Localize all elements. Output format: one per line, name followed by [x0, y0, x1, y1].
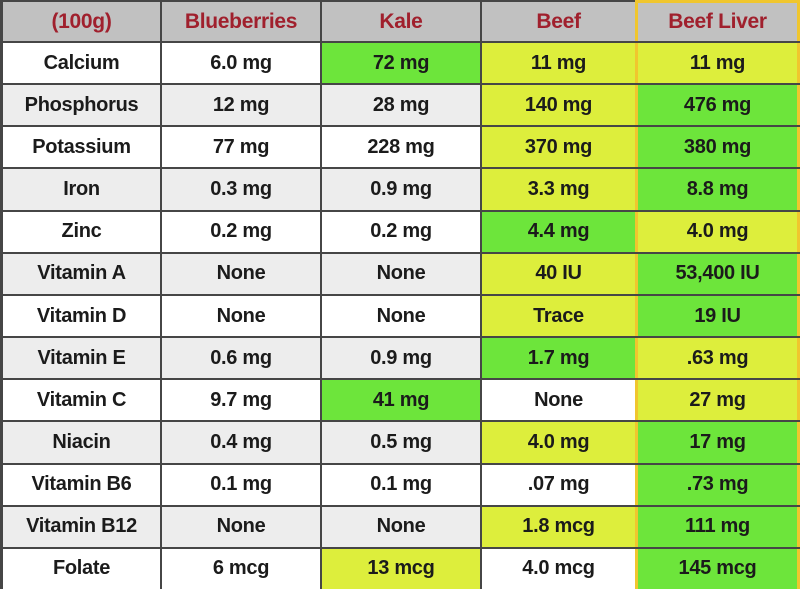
table-row-niacin: Niacin 0.4 mg 0.5 mg 4.0 mg 17 mg: [3, 420, 800, 463]
table-row-potassium: Potassium 77 mg 228 mg 370 mg 380 mg: [3, 125, 800, 168]
cell-vitamin-c-beef: None: [480, 380, 635, 421]
cell-vitamin-b6-kale: 0.1 mg: [320, 464, 480, 505]
cell-folate-beef: 4.0 mcg: [480, 548, 635, 589]
cell-iron-blueberries: 0.3 mg: [160, 169, 320, 210]
cell-iron-beef: 3.3 mg: [480, 169, 635, 210]
cell-vitamin-a-beef-liver: 53,400 IU: [635, 253, 800, 294]
table-row-phosphorus: Phosphorus 12 mg 28 mg 140 mg 476 mg: [3, 83, 800, 126]
cell-potassium-beef: 370 mg: [480, 127, 635, 168]
cell-phosphorus-blueberries: 12 mg: [160, 85, 320, 126]
cell-vitamin-c-beef-liver: 27 mg: [635, 380, 800, 421]
cell-niacin-beef: 4.0 mg: [480, 422, 635, 463]
cell-niacin-blueberries: 0.4 mg: [160, 422, 320, 463]
cell-vitamin-d-kale: None: [320, 295, 480, 337]
cell-vitamin-b6-beef-liver: .73 mg: [635, 464, 800, 505]
table-row-vitamin-d: Vitamin D None None Trace 19 IU: [3, 293, 800, 337]
cell-phosphorus-kale: 28 mg: [320, 85, 480, 126]
row-label-folate: Folate: [3, 548, 160, 589]
cell-vitamin-b6-beef: .07 mg: [480, 464, 635, 505]
row-label-vitamin-a: Vitamin A: [3, 253, 160, 294]
table-row-vitamin-c: Vitamin C 9.7 mg 41 mg None 27 mg: [3, 378, 800, 421]
table-row-vitamin-e: Vitamin E 0.6 mg 0.9 mg 1.7 mg .63 mg: [3, 336, 800, 379]
column-header-blueberries: Blueberries: [160, 0, 320, 41]
cell-vitamin-a-beef: 40 IU: [480, 253, 635, 294]
cell-vitamin-e-blueberries: 0.6 mg: [160, 338, 320, 379]
table-row-calcium: Calcium 6.0 mg 72 mg 11 mg 11 mg: [3, 41, 800, 84]
cell-potassium-blueberries: 77 mg: [160, 127, 320, 168]
table-row-vitamin-a: Vitamin A None None 40 IU 53,400 IU: [3, 251, 800, 294]
cell-zinc-kale: 0.2 mg: [320, 211, 480, 252]
row-label-vitamin-b6: Vitamin B6: [3, 464, 160, 505]
row-label-niacin: Niacin: [3, 422, 160, 463]
cell-vitamin-e-beef: 1.7 mg: [480, 338, 635, 379]
cell-vitamin-b12-kale: None: [320, 506, 480, 547]
cell-vitamin-d-beef: Trace: [480, 295, 635, 337]
table-row-zinc: Zinc 0.2 mg 0.2 mg 4.4 mg 4.0 mg: [3, 209, 800, 252]
row-label-vitamin-b12: Vitamin B12: [3, 506, 160, 547]
row-label-iron: Iron: [3, 169, 160, 210]
cell-niacin-beef-liver: 17 mg: [635, 422, 800, 463]
cell-phosphorus-beef: 140 mg: [480, 85, 635, 126]
cell-iron-beef-liver: 8.8 mg: [635, 169, 800, 210]
row-label-vitamin-d: Vitamin D: [3, 295, 160, 337]
table-row-vitamin-b6: Vitamin B6 0.1 mg 0.1 mg .07 mg .73 mg: [3, 462, 800, 505]
cell-vitamin-a-blueberries: None: [160, 253, 320, 294]
cell-phosphorus-beef-liver: 476 mg: [635, 85, 800, 126]
row-label-vitamin-c: Vitamin C: [3, 380, 160, 421]
cell-calcium-blueberries: 6.0 mg: [160, 43, 320, 84]
cell-iron-kale: 0.9 mg: [320, 169, 480, 210]
cell-folate-kale: 13 mcg: [320, 548, 480, 589]
cell-vitamin-d-beef-liver: 19 IU: [635, 295, 800, 337]
cell-vitamin-b12-beef: 1.8 mcg: [480, 506, 635, 547]
row-label-vitamin-e: Vitamin E: [3, 338, 160, 379]
cell-vitamin-b12-blueberries: None: [160, 506, 320, 547]
column-header-beef: Beef: [480, 0, 635, 41]
row-label-calcium: Calcium: [3, 43, 160, 84]
column-header-100g: (100g): [3, 0, 160, 41]
cell-zinc-beef: 4.4 mg: [480, 211, 635, 252]
cell-vitamin-a-kale: None: [320, 253, 480, 294]
cell-niacin-kale: 0.5 mg: [320, 422, 480, 463]
table-header-row: (100g) Blueberries Kale Beef Beef Liver: [3, 0, 800, 41]
cell-vitamin-e-kale: 0.9 mg: [320, 338, 480, 379]
cell-calcium-beef-liver: 11 mg: [635, 43, 800, 84]
cell-vitamin-b12-beef-liver: 111 mg: [635, 506, 800, 547]
column-header-beef-liver: Beef Liver: [635, 0, 800, 41]
column-header-kale: Kale: [320, 0, 480, 41]
cell-vitamin-c-blueberries: 9.7 mg: [160, 380, 320, 421]
table-row-folate: Folate 6 mcg 13 mcg 4.0 mcg 145 mcg: [3, 546, 800, 589]
row-label-potassium: Potassium: [3, 127, 160, 168]
cell-folate-blueberries: 6 mcg: [160, 548, 320, 589]
row-label-phosphorus: Phosphorus: [3, 85, 160, 126]
cell-potassium-beef-liver: 380 mg: [635, 127, 800, 168]
cell-vitamin-b6-blueberries: 0.1 mg: [160, 464, 320, 505]
cell-potassium-kale: 228 mg: [320, 127, 480, 168]
cell-vitamin-d-blueberries: None: [160, 295, 320, 337]
cell-folate-beef-liver: 145 mcg: [635, 548, 800, 589]
cell-vitamin-e-beef-liver: .63 mg: [635, 338, 800, 379]
cell-calcium-kale: 72 mg: [320, 43, 480, 84]
row-label-zinc: Zinc: [3, 211, 160, 252]
table-body: Calcium 6.0 mg 72 mg 11 mg 11 mg Phosphorus 12…: [3, 41, 800, 589]
table-row-iron: Iron 0.3 mg 0.9 mg 3.3 mg 8.8 mg: [3, 167, 800, 210]
cell-zinc-beef-liver: 4.0 mg: [635, 211, 800, 252]
cell-calcium-beef: 11 mg: [480, 43, 635, 84]
table-row-vitamin-b12: Vitamin B12 None None 1.8 mcg 111 mg: [3, 504, 800, 547]
cell-vitamin-c-kale: 41 mg: [320, 380, 480, 421]
cell-zinc-blueberries: 0.2 mg: [160, 211, 320, 252]
